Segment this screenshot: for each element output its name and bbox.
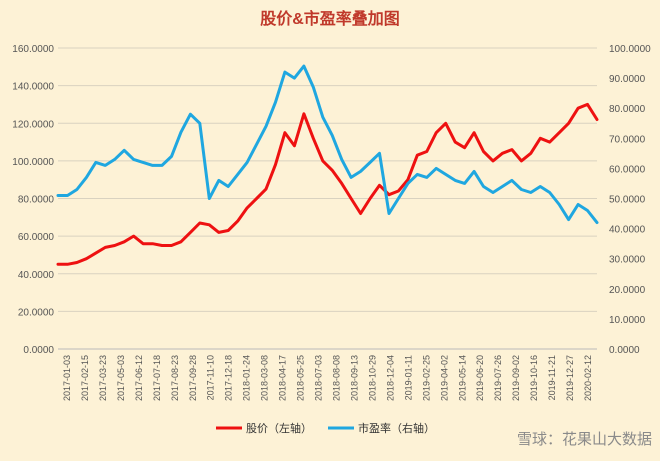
- right-axis-tick-label: 70.0000: [609, 134, 646, 145]
- left-axis-tick-label: 0.0000: [23, 345, 54, 356]
- x-axis-tick-label: 2017-02-15: [80, 355, 90, 401]
- x-axis-tick-label: 2017-07-18: [152, 355, 162, 401]
- x-axis-tick-label: 2018-03-08: [260, 355, 270, 401]
- series-layer: [56, 64, 599, 266]
- x-axis-tick-label: 2019-11-21: [547, 355, 557, 400]
- legend-label: 市盈率（右轴）: [358, 421, 435, 435]
- x-axis-tick-label: 2020-02-12: [583, 355, 593, 401]
- left-axis-tick-label: 100.0000: [12, 157, 54, 168]
- left-axis-tick-label: 20.0000: [18, 307, 55, 318]
- x-axis-tick-label: 2018-12-04: [385, 355, 395, 401]
- right-axis-tick-label: 90.0000: [609, 74, 646, 85]
- series-line-price: [56, 102, 599, 266]
- left-axis-tick-label: 80.0000: [18, 195, 55, 206]
- x-axis-tick-label: 2018-10-29: [367, 355, 377, 401]
- legend: 股价（左轴） 市盈率（右轴）: [216, 421, 435, 435]
- right-axis-tick-label: 100.0000: [609, 44, 651, 55]
- x-axis-tick-label: 2017-06-12: [134, 355, 144, 401]
- x-axis-tick-label: 2018-08-08: [331, 355, 341, 401]
- right-axis-tick-label: 40.0000: [609, 225, 646, 236]
- x-axis-tick-label: 2018-01-24: [242, 355, 252, 401]
- axes: 0.0000 20.0000 40.0000 60.0000 80.0000 100.00…: [12, 44, 651, 401]
- x-axis-tick-label: 2019-07-26: [493, 355, 503, 401]
- right-axis-tick-label: 20.0000: [609, 285, 646, 296]
- x-axis-tick-label: 2019-01-11: [403, 355, 413, 400]
- right-axis-tick-label: 50.0000: [609, 195, 646, 206]
- left-axis-tick-label: 40.0000: [18, 270, 55, 281]
- series-line-pe: [56, 64, 599, 225]
- grid: [58, 47, 597, 350]
- x-axis-tick-label: 2019-02-25: [421, 355, 431, 401]
- watermark-text: 雪球：花果山大数据: [517, 431, 652, 448]
- left-axis-tick-label: 60.0000: [18, 232, 55, 243]
- right-axis-tick-label: 60.0000: [609, 164, 646, 175]
- x-axis-tick-label: 2019-06-20: [475, 355, 485, 401]
- x-axis-tick-label: 2018-09-13: [349, 355, 359, 401]
- x-axis-tick-label: 2018-05-25: [296, 355, 306, 401]
- x-axis-tick-label: 2017-11-10: [206, 355, 216, 400]
- x-axis-tick-label: 2019-05-14: [457, 355, 467, 401]
- left-axis-tick-label: 140.0000: [12, 82, 54, 93]
- right-axis-tick-label: 0.0000: [609, 345, 640, 356]
- x-axis-tick-label: 2017-05-03: [116, 355, 126, 401]
- left-axis-tick-label: 120.0000: [12, 119, 54, 130]
- x-axis-tick-label: 2019-10-16: [529, 355, 539, 401]
- x-axis-tick-label: 2018-04-17: [278, 355, 288, 401]
- x-axis-tick-label: 2017-09-28: [188, 355, 198, 401]
- chart-title: 股价&市盈率叠加图: [260, 9, 400, 28]
- x-axis-tick-label: 2019-04-02: [439, 355, 449, 401]
- legend-label: 股价（左轴）: [246, 421, 312, 435]
- x-axis-tick-label: 2017-01-03: [62, 355, 72, 401]
- right-axis-tick-label: 30.0000: [609, 255, 646, 266]
- right-axis-tick-label: 10.0000: [609, 315, 646, 326]
- x-axis-tick-label: 2017-12-18: [224, 355, 234, 401]
- x-axis-tick-label: 2017-03-23: [98, 355, 108, 401]
- x-axis-tick-label: 2018-07-03: [314, 355, 324, 401]
- x-axis-tick-label: 2017-08-23: [170, 355, 180, 401]
- right-axis-tick-label: 80.0000: [609, 104, 646, 115]
- x-axis-tick-label: 2019-12-27: [565, 355, 575, 401]
- left-axis-tick-label: 160.0000: [12, 44, 54, 55]
- x-axis-tick-label: 2019-09-02: [511, 355, 521, 401]
